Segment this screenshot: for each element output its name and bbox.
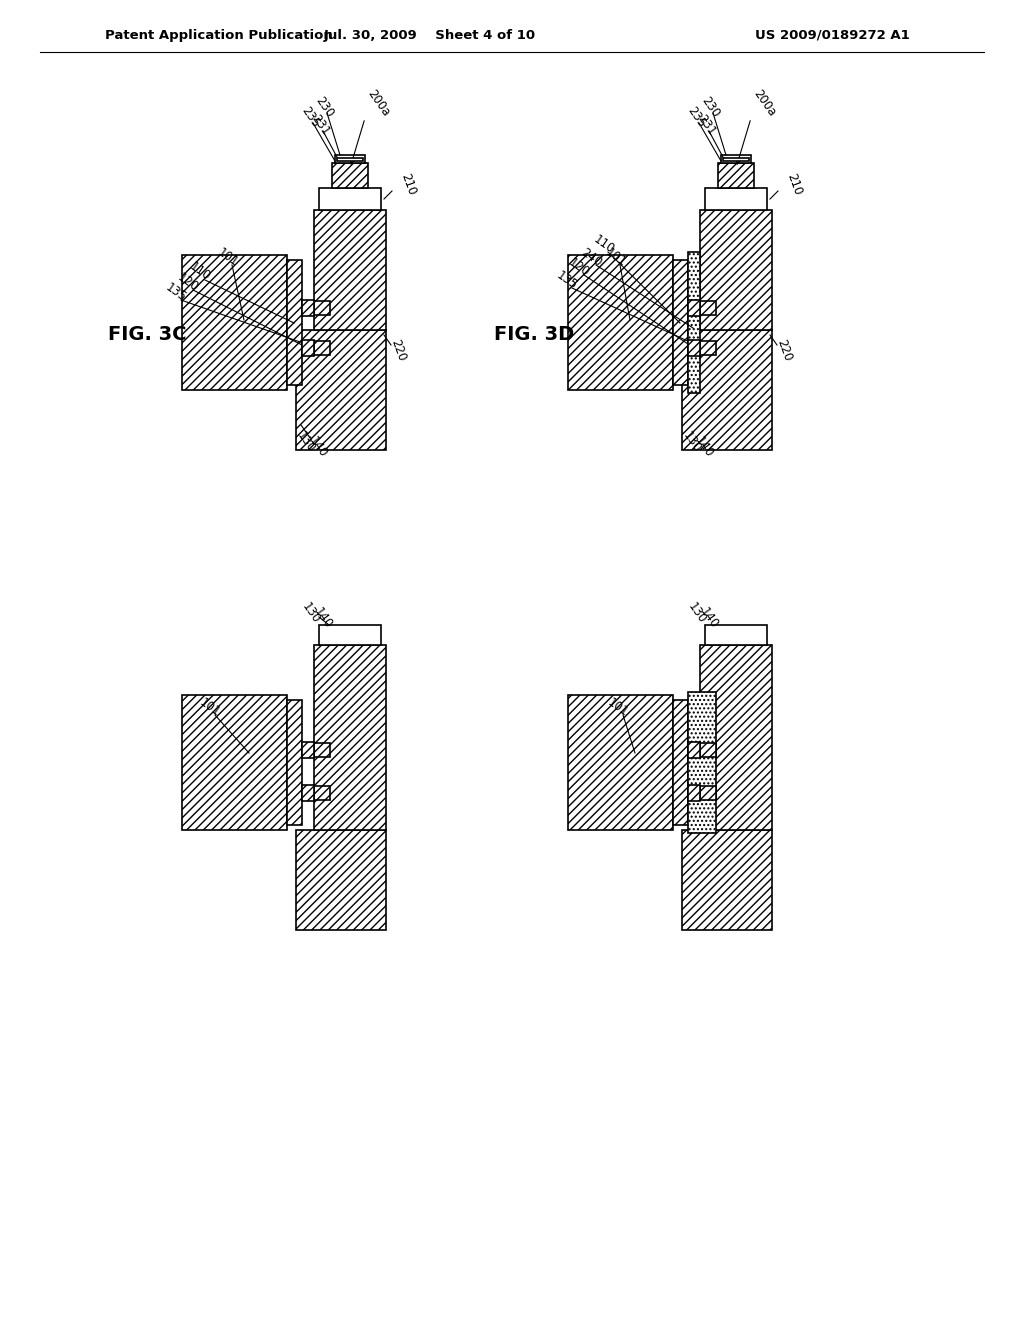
Bar xyxy=(319,187,381,210)
Bar xyxy=(302,300,314,315)
Text: 230: 230 xyxy=(698,94,722,120)
Bar xyxy=(682,830,772,931)
Text: 101: 101 xyxy=(603,247,629,269)
Bar xyxy=(688,743,700,756)
Text: 210: 210 xyxy=(784,172,804,197)
Bar xyxy=(287,700,302,825)
Text: 140: 140 xyxy=(306,434,330,459)
Bar xyxy=(705,187,767,210)
Text: 235: 235 xyxy=(298,104,322,129)
Bar xyxy=(568,696,673,830)
Bar xyxy=(718,162,754,187)
Text: 130: 130 xyxy=(299,601,323,626)
Bar xyxy=(319,624,381,645)
Bar xyxy=(688,785,700,801)
Bar xyxy=(337,158,362,161)
Bar xyxy=(682,330,772,450)
Bar xyxy=(296,830,386,931)
Text: Jul. 30, 2009    Sheet 4 of 10: Jul. 30, 2009 Sheet 4 of 10 xyxy=(324,29,536,41)
Bar xyxy=(335,154,365,162)
Text: US 2009/0189272 A1: US 2009/0189272 A1 xyxy=(756,29,910,41)
Text: 140: 140 xyxy=(697,605,721,631)
Bar xyxy=(688,300,700,315)
Text: 200a: 200a xyxy=(365,87,392,119)
Bar xyxy=(332,162,368,187)
Bar xyxy=(700,645,772,830)
Bar xyxy=(314,645,386,830)
Text: FIG. 3D: FIG. 3D xyxy=(494,326,574,345)
Text: 130: 130 xyxy=(294,429,317,455)
Bar xyxy=(688,742,700,758)
Text: 120: 120 xyxy=(566,256,592,280)
Text: 135: 135 xyxy=(554,269,580,293)
Bar xyxy=(705,624,767,645)
Bar xyxy=(700,301,716,315)
Text: 130: 130 xyxy=(680,429,703,455)
Bar xyxy=(700,210,772,330)
Bar xyxy=(314,743,330,756)
Bar xyxy=(700,341,716,355)
Text: 140: 140 xyxy=(311,605,335,631)
Bar xyxy=(182,696,287,830)
Bar xyxy=(302,785,314,800)
Text: Patent Application Publication: Patent Application Publication xyxy=(105,29,333,41)
Text: 110: 110 xyxy=(187,260,213,284)
Bar xyxy=(314,210,386,330)
Bar xyxy=(296,330,386,450)
Bar xyxy=(700,785,716,800)
Bar xyxy=(302,742,314,758)
Bar xyxy=(314,341,330,355)
Text: 120: 120 xyxy=(175,271,201,294)
Bar xyxy=(287,260,302,385)
Text: 101: 101 xyxy=(215,247,241,269)
Bar xyxy=(673,260,688,385)
Bar xyxy=(700,743,716,756)
Text: 140: 140 xyxy=(692,434,716,459)
Text: 220: 220 xyxy=(774,338,794,363)
Bar xyxy=(688,252,700,393)
Bar xyxy=(688,301,700,315)
Text: 135: 135 xyxy=(163,281,188,305)
Bar xyxy=(688,341,700,356)
Text: 230: 230 xyxy=(312,94,336,120)
Text: 231: 231 xyxy=(694,112,718,137)
Bar xyxy=(302,301,314,315)
Text: 101: 101 xyxy=(197,696,223,719)
Text: 101: 101 xyxy=(605,696,631,719)
Bar xyxy=(302,341,314,356)
Text: FIG. 3C: FIG. 3C xyxy=(108,326,186,345)
Text: 210: 210 xyxy=(398,172,418,197)
Bar xyxy=(314,301,330,315)
Bar xyxy=(302,785,314,801)
Bar xyxy=(314,785,330,800)
Bar xyxy=(688,341,700,355)
Bar xyxy=(688,692,716,833)
Bar xyxy=(568,255,673,389)
Text: 240: 240 xyxy=(579,247,604,269)
Bar xyxy=(721,154,751,162)
Text: 110: 110 xyxy=(591,234,616,257)
Bar xyxy=(673,700,688,825)
Text: 200a: 200a xyxy=(751,87,778,119)
Text: 130: 130 xyxy=(685,601,709,626)
Bar xyxy=(688,785,700,800)
Bar xyxy=(302,341,314,355)
Bar xyxy=(302,743,314,756)
Bar xyxy=(723,158,749,161)
Text: 220: 220 xyxy=(388,338,408,363)
Text: 235: 235 xyxy=(684,104,708,129)
Text: 231: 231 xyxy=(308,112,332,137)
Bar xyxy=(182,255,287,389)
